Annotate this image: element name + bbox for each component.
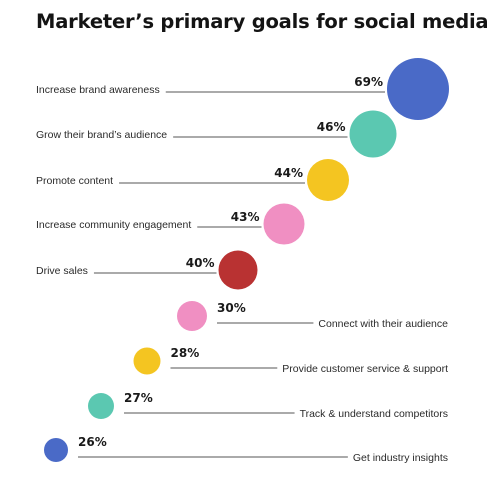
category-label: Grow their brand’s audience	[36, 129, 167, 141]
value-label: 43%	[231, 210, 260, 224]
value-label: 26%	[78, 435, 107, 449]
value-label: 27%	[124, 391, 153, 405]
category-label: Promote content	[36, 175, 113, 187]
category-label: Track & understand competitors	[300, 408, 448, 420]
category-label: Increase community engagement	[36, 219, 191, 231]
category-label: Drive sales	[36, 265, 88, 277]
category-label: Provide customer service & support	[282, 363, 448, 375]
data-point	[387, 58, 449, 120]
data-point	[307, 159, 349, 201]
value-label: 30%	[217, 301, 246, 315]
data-point	[349, 110, 397, 158]
category-label: Increase brand awareness	[36, 84, 160, 96]
category-label: Connect with their audience	[318, 318, 448, 330]
value-label: 28%	[171, 346, 200, 360]
data-point	[263, 203, 305, 245]
data-point	[133, 347, 161, 375]
data-point	[177, 301, 207, 331]
data-point	[88, 393, 114, 419]
data-point	[218, 250, 258, 290]
category-label: Get industry insights	[353, 452, 448, 464]
value-label: 69%	[354, 75, 383, 89]
value-label: 40%	[186, 256, 215, 270]
data-point	[44, 438, 68, 462]
value-label: 46%	[317, 120, 346, 134]
value-label: 44%	[274, 166, 303, 180]
chart-title: Marketer’s primary goals for social medi…	[36, 10, 489, 33]
